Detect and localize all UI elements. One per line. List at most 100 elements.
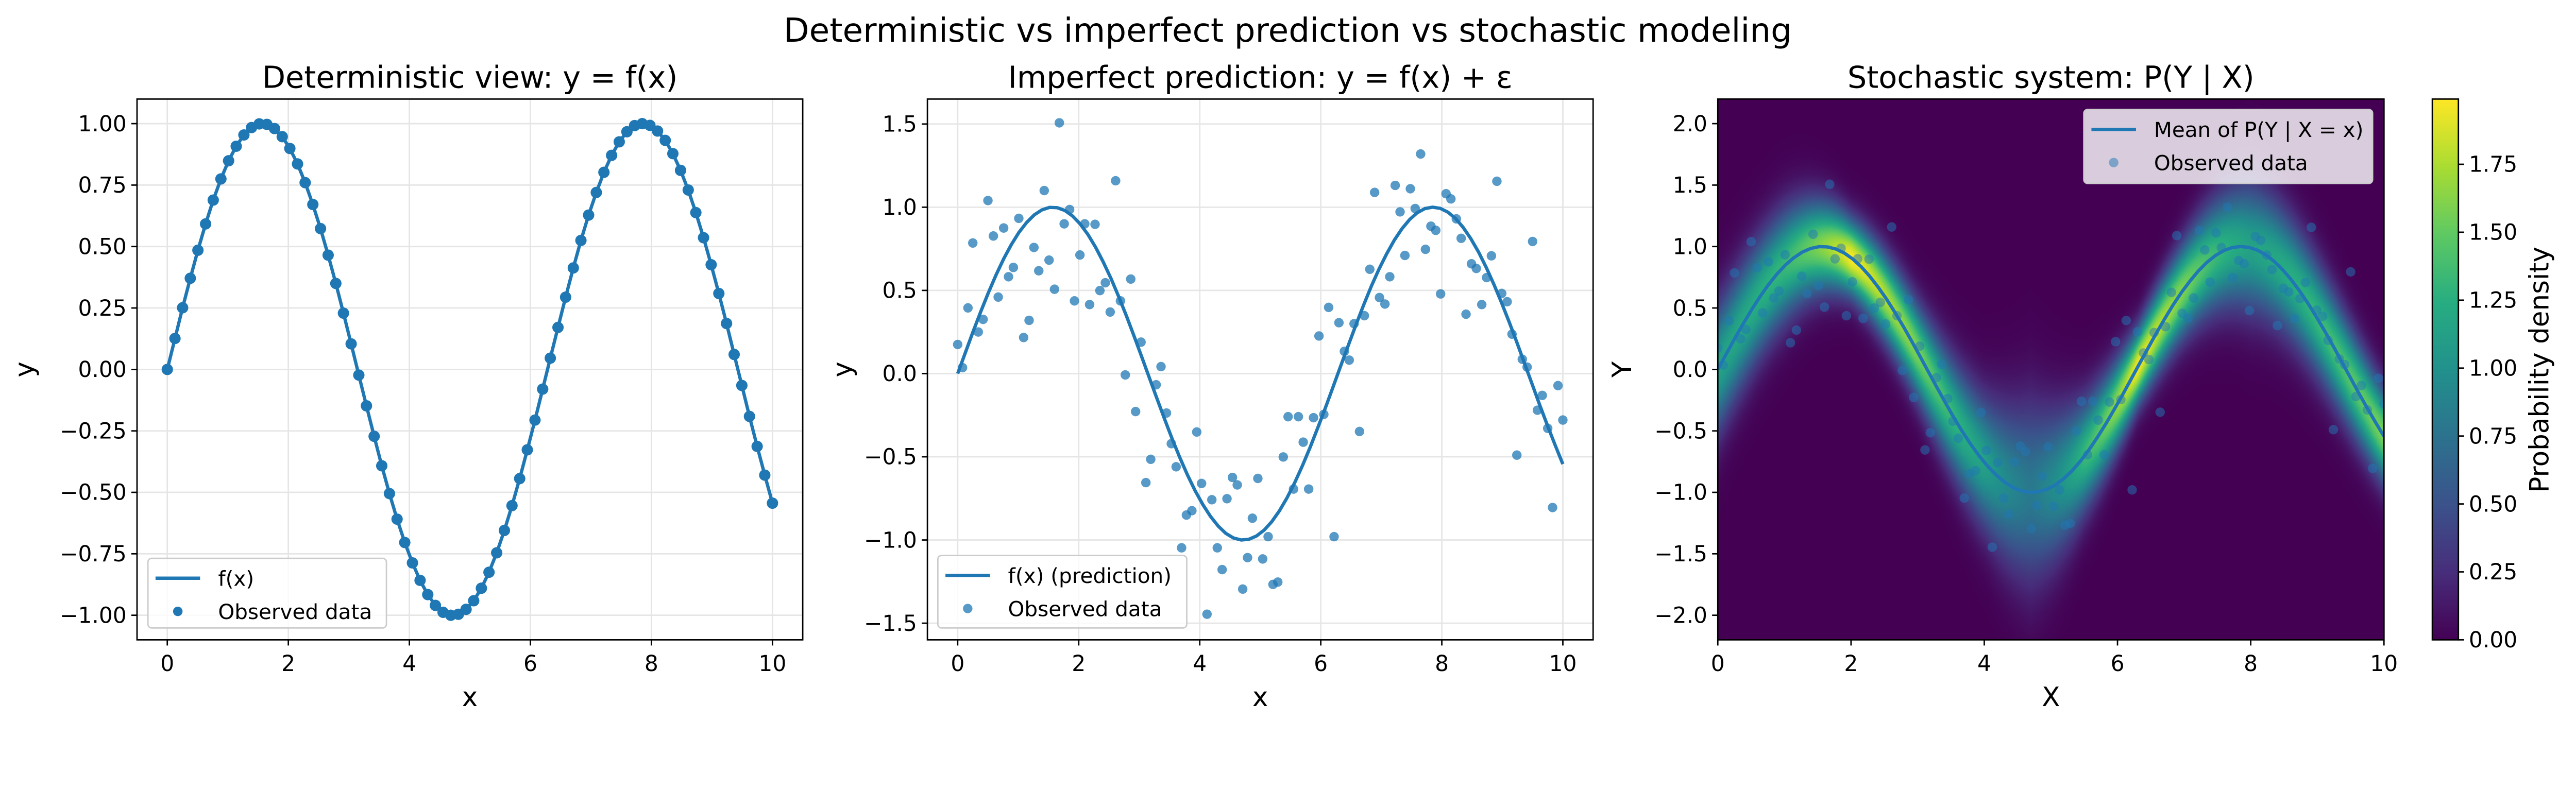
data-point [1329, 531, 1339, 542]
colorbar-tick-label: 1.50 [2469, 220, 2517, 245]
y-axis-label: y [9, 362, 40, 377]
data-point [215, 173, 227, 185]
data-point [2223, 202, 2232, 212]
data-point [2205, 277, 2215, 287]
data-point [223, 155, 234, 167]
data-point [1869, 303, 1879, 313]
y-tick-label: −0.75 [60, 541, 127, 566]
data-point [2216, 243, 2226, 252]
colorbar-tick-label: 0.75 [2469, 423, 2517, 449]
data-point [2194, 226, 2205, 235]
data-point [1075, 250, 1085, 260]
colorbar-tick-label: 1.00 [2469, 355, 2517, 381]
data-point [1943, 393, 1953, 404]
data-point [184, 272, 196, 284]
data-point [1340, 346, 1349, 356]
x-tick-label: 0 [160, 651, 174, 676]
data-point [1471, 264, 1481, 273]
data-point [2262, 250, 2272, 260]
x-tick-label: 4 [1977, 651, 1991, 676]
data-point [2346, 267, 2355, 277]
y-tick-label: −1.00 [60, 603, 127, 628]
data-point [1121, 370, 1130, 380]
data-point [2312, 305, 2321, 315]
data-point [1070, 296, 1079, 306]
data-point [1903, 295, 1913, 305]
data-point [1111, 176, 1121, 186]
data-point [1548, 503, 1557, 512]
data-point [1959, 493, 1969, 503]
y-tick-label: 2.0 [1673, 111, 1707, 136]
data-point [2032, 501, 2042, 510]
data-point [238, 129, 250, 141]
x-tick-label: 10 [2370, 651, 2398, 676]
data-point [552, 321, 564, 333]
data-point [2340, 359, 2350, 370]
data-point [2183, 313, 2193, 323]
data-point [1971, 466, 1980, 476]
data-point [1830, 254, 1840, 264]
data-point [200, 218, 212, 230]
data-point [2228, 272, 2238, 283]
data-point [1298, 437, 1308, 447]
data-point [1044, 255, 1054, 265]
mean-curve-line [1718, 245, 2384, 494]
x-tick-label: 2 [281, 651, 295, 676]
data-point [1925, 428, 1935, 438]
data-point [322, 249, 334, 261]
data-point [1171, 462, 1181, 472]
data-point [2189, 293, 2198, 303]
data-point [1528, 236, 1537, 247]
data-point [1247, 513, 1258, 523]
data-point [674, 164, 686, 176]
data-point [2267, 265, 2277, 274]
x-tick-label: 0 [951, 651, 964, 676]
data-point [1375, 293, 1384, 302]
data-point [1517, 354, 1527, 364]
data-point [659, 134, 671, 146]
data-point [713, 287, 725, 299]
data-point [2043, 442, 2053, 452]
data-point [1451, 214, 1461, 224]
data-point [1461, 309, 1471, 319]
data-point [1293, 411, 1303, 422]
data-point [1359, 311, 1369, 321]
data-point [2088, 396, 2098, 406]
data-point [2374, 373, 2384, 383]
data-point [1349, 319, 1359, 329]
data-point [1029, 243, 1039, 252]
data-point [529, 414, 541, 426]
data-point [560, 291, 571, 303]
data-point [983, 196, 993, 205]
data-point [2295, 294, 2305, 303]
data-point [1482, 272, 1492, 283]
data-point [1937, 359, 1946, 369]
data-point [2351, 391, 2361, 402]
data-point [2139, 348, 2148, 358]
data-point [1095, 286, 1105, 296]
y-tick-label: 1.0 [883, 195, 917, 220]
y-tick-label: 0.0 [883, 361, 917, 386]
data-point [1024, 315, 1034, 325]
data-point [2200, 245, 2210, 255]
data-point [2004, 509, 2014, 519]
data-point [1446, 194, 1456, 204]
figure: Deterministic vs imperfect prediction vs… [9, 11, 2555, 713]
data-point [498, 524, 511, 537]
data-point [2071, 426, 2081, 436]
y-tick-label: 1.00 [78, 111, 126, 136]
data-point [575, 234, 587, 246]
data-point [1054, 118, 1064, 128]
data-point [1880, 319, 1891, 329]
data-point [1887, 222, 1896, 232]
data-point [1436, 289, 1446, 299]
data-point [590, 186, 602, 198]
data-point [1976, 407, 1986, 418]
data-point [759, 469, 771, 481]
data-point [1100, 278, 1110, 288]
colorbar-tick-label: 0.25 [2469, 559, 2517, 585]
data-point [1395, 207, 1405, 217]
legend-label: Observed data [218, 599, 372, 624]
data-point [2132, 327, 2143, 337]
data-point [1130, 406, 1141, 417]
